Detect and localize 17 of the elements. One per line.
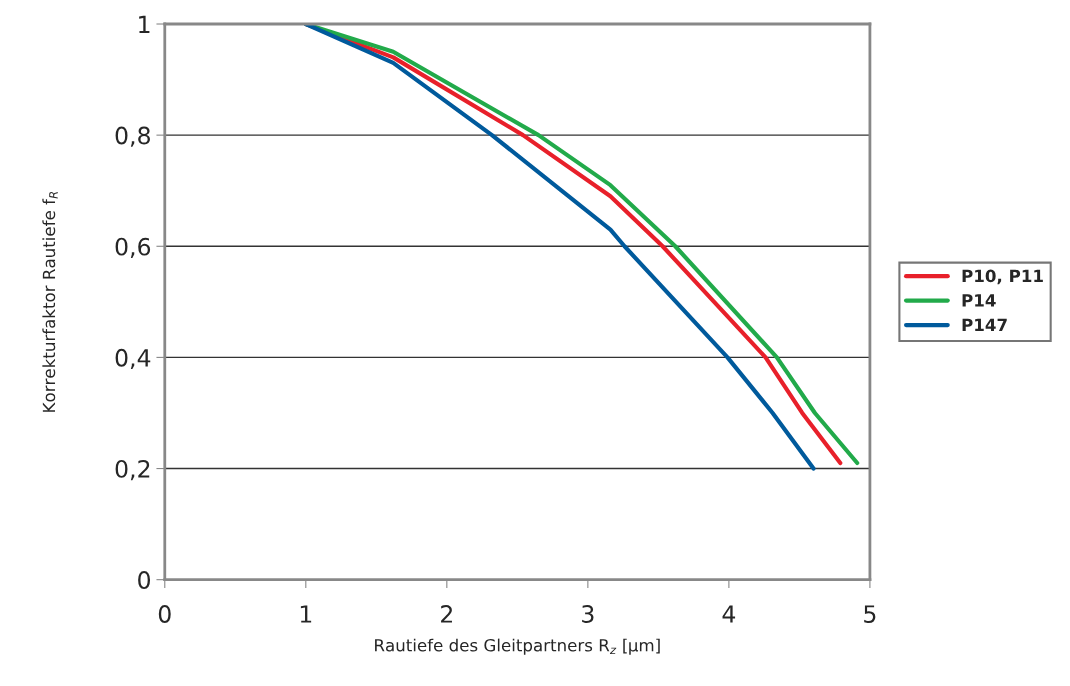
y-tick-label: 1 xyxy=(139,15,150,33)
legend-label: P10, P11 xyxy=(962,269,1043,285)
x-tick-label: 5 xyxy=(864,605,876,623)
x-tick-label: 4 xyxy=(722,605,736,623)
y-tick-label: 0 xyxy=(138,571,151,589)
y-tick-label: 0,8 xyxy=(115,126,150,147)
y-axis-title: Korrekturfaktor Rautiefe f$_{R}$ xyxy=(42,191,58,412)
x-tick-label: 2 xyxy=(441,605,452,623)
y-tick-label: 0,4 xyxy=(115,348,151,370)
x-tick-label: 0 xyxy=(158,605,171,623)
y-tick-label: 0,2 xyxy=(115,459,150,481)
y-tick-label: 0,6 xyxy=(115,237,151,258)
x-axis-title: Rautiefe des Gleitpartners R$_{z}$ [µm] xyxy=(375,638,660,655)
x-tick-label: 3 xyxy=(582,605,594,623)
legend-label: P14 xyxy=(962,294,996,307)
legend-label: P147 xyxy=(962,318,1007,331)
x-tick-label: 1 xyxy=(300,605,312,623)
